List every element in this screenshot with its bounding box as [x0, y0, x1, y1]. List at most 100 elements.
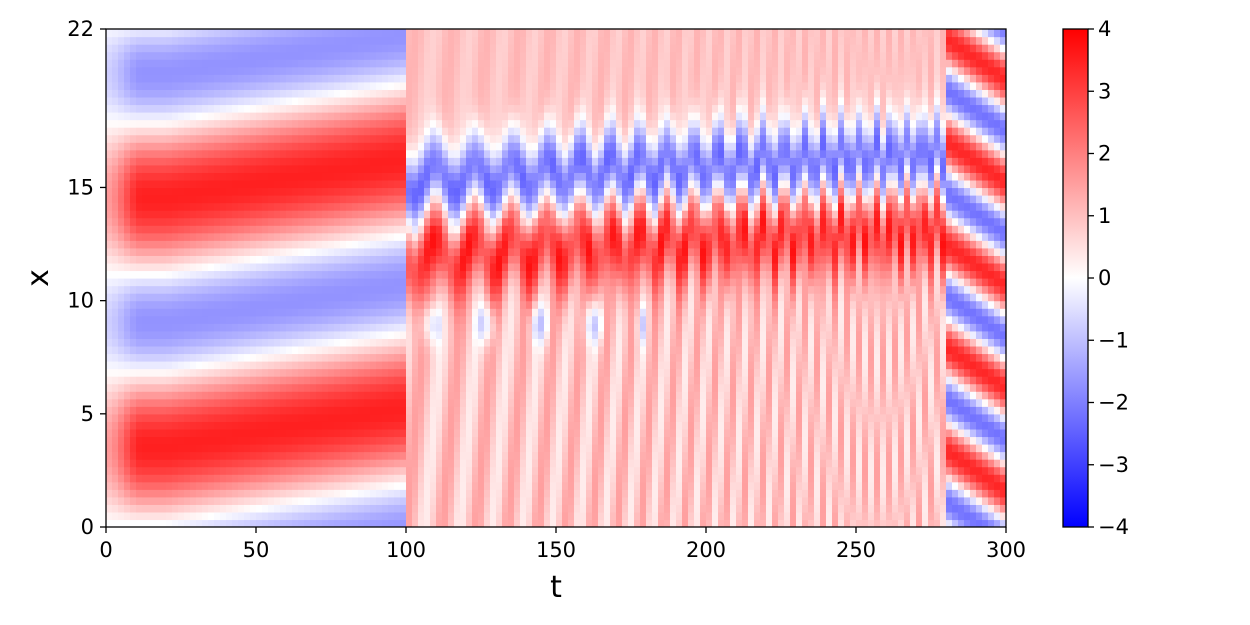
- heatmap-cell: [532, 74, 539, 83]
- heatmap-cell: [244, 300, 251, 309]
- heatmap-cell: [112, 255, 119, 264]
- heatmap-cell: [262, 330, 269, 339]
- heatmap-cell: [556, 285, 563, 294]
- heatmap-cell: [436, 474, 443, 483]
- heatmap-cell: [244, 398, 251, 407]
- heatmap-cell: [412, 504, 419, 513]
- heatmap-cell: [340, 361, 347, 370]
- heatmap-cell: [394, 270, 401, 279]
- heatmap-cell: [472, 436, 479, 445]
- heatmap-cell: [130, 489, 137, 498]
- heatmap-cell: [268, 398, 275, 407]
- heatmap-cell: [184, 496, 191, 505]
- heatmap-cell: [268, 285, 275, 294]
- heatmap-cell: [220, 179, 227, 189]
- heatmap-cell: [136, 519, 143, 527]
- heatmap-cell: [316, 255, 323, 264]
- heatmap-cell: [136, 338, 143, 347]
- heatmap-cell: [448, 195, 455, 204]
- heatmap-cell: [448, 323, 455, 332]
- heatmap-cell: [520, 338, 527, 347]
- heatmap-cell: [358, 210, 365, 219]
- heatmap-cell: [430, 428, 437, 438]
- heatmap-cell: [346, 293, 353, 302]
- heatmap-cell: [556, 300, 563, 309]
- heatmap-cell: [268, 293, 275, 302]
- heatmap-cell: [304, 436, 311, 445]
- heatmap-cell: [382, 368, 389, 377]
- heatmap-cell: [394, 315, 401, 324]
- heatmap-cell: [322, 232, 329, 241]
- heatmap-cell: [448, 474, 455, 483]
- heatmap-cell: [340, 240, 347, 249]
- heatmap-cell: [286, 323, 293, 332]
- heatmap-cell: [292, 44, 299, 53]
- heatmap-cell: [490, 481, 497, 490]
- heatmap-cell: [466, 262, 473, 272]
- heatmap-cell: [472, 119, 479, 128]
- heatmap-cell: [154, 51, 161, 60]
- heatmap-cell: [232, 44, 239, 53]
- heatmap-cell: [244, 421, 251, 430]
- heatmap-cell: [352, 44, 359, 53]
- heatmap-cell: [250, 112, 257, 121]
- heatmap-cell: [394, 481, 401, 490]
- heatmap-cell: [412, 459, 419, 468]
- heatmap-cell: [406, 29, 413, 38]
- heatmap-cell: [460, 353, 467, 362]
- heatmap-cell: [364, 345, 371, 355]
- heatmap-cell: [202, 157, 209, 166]
- heatmap-cell: [454, 119, 461, 128]
- heatmap-cell: [268, 225, 275, 234]
- heatmap-cell: [472, 383, 479, 392]
- heatmap-cell: [196, 247, 203, 256]
- heatmap-cell: [550, 300, 557, 309]
- heatmap-cell: [292, 179, 299, 189]
- heatmap-cell: [556, 519, 563, 527]
- heatmap-cell: [328, 89, 335, 98]
- heatmap-cell: [376, 74, 383, 83]
- heatmap-cell: [154, 89, 161, 98]
- heatmap-cell: [124, 308, 131, 317]
- heatmap-cell: [274, 179, 281, 189]
- heatmap-cell: [382, 210, 389, 219]
- heatmap-cell: [484, 225, 491, 234]
- heatmap-cell: [328, 444, 335, 453]
- heatmap-cell: [490, 504, 497, 513]
- heatmap-cell: [526, 217, 533, 226]
- heatmap-cell: [400, 436, 407, 445]
- heatmap-cell: [448, 119, 455, 128]
- heatmap-cell: [112, 217, 119, 226]
- heatmap-cell: [238, 195, 245, 204]
- heatmap-cell: [268, 270, 275, 279]
- heatmap-cell: [196, 164, 203, 173]
- heatmap-cell: [370, 308, 377, 317]
- heatmap-cell: [244, 96, 251, 106]
- heatmap-cell: [418, 255, 425, 264]
- heatmap-cell: [298, 398, 305, 407]
- heatmap-cell: [154, 504, 161, 513]
- heatmap-cell: [238, 104, 245, 113]
- heatmap-cell: [550, 157, 557, 166]
- heatmap-cell: [364, 89, 371, 98]
- heatmap-cell: [496, 225, 503, 234]
- heatmap-cell: [310, 29, 317, 38]
- heatmap-cell: [514, 157, 521, 166]
- heatmap-cell: [184, 489, 191, 498]
- heatmap-cell: [238, 51, 245, 60]
- heatmap-cell: [526, 119, 533, 128]
- heatmap-cell: [154, 149, 161, 158]
- heatmap-cell: [220, 104, 227, 113]
- heatmap-cell: [112, 383, 119, 392]
- heatmap-cell: [178, 504, 185, 513]
- heatmap-cell: [376, 270, 383, 279]
- heatmap-cell: [400, 345, 407, 355]
- heatmap-cell: [352, 338, 359, 347]
- heatmap-cell: [478, 368, 485, 377]
- heatmap-cell: [244, 413, 251, 422]
- heatmap-cell: [460, 278, 467, 287]
- heatmap-cell: [442, 489, 449, 498]
- heatmap-cell: [370, 406, 377, 415]
- heatmap-cell: [196, 104, 203, 113]
- heatmap-cell: [460, 330, 467, 339]
